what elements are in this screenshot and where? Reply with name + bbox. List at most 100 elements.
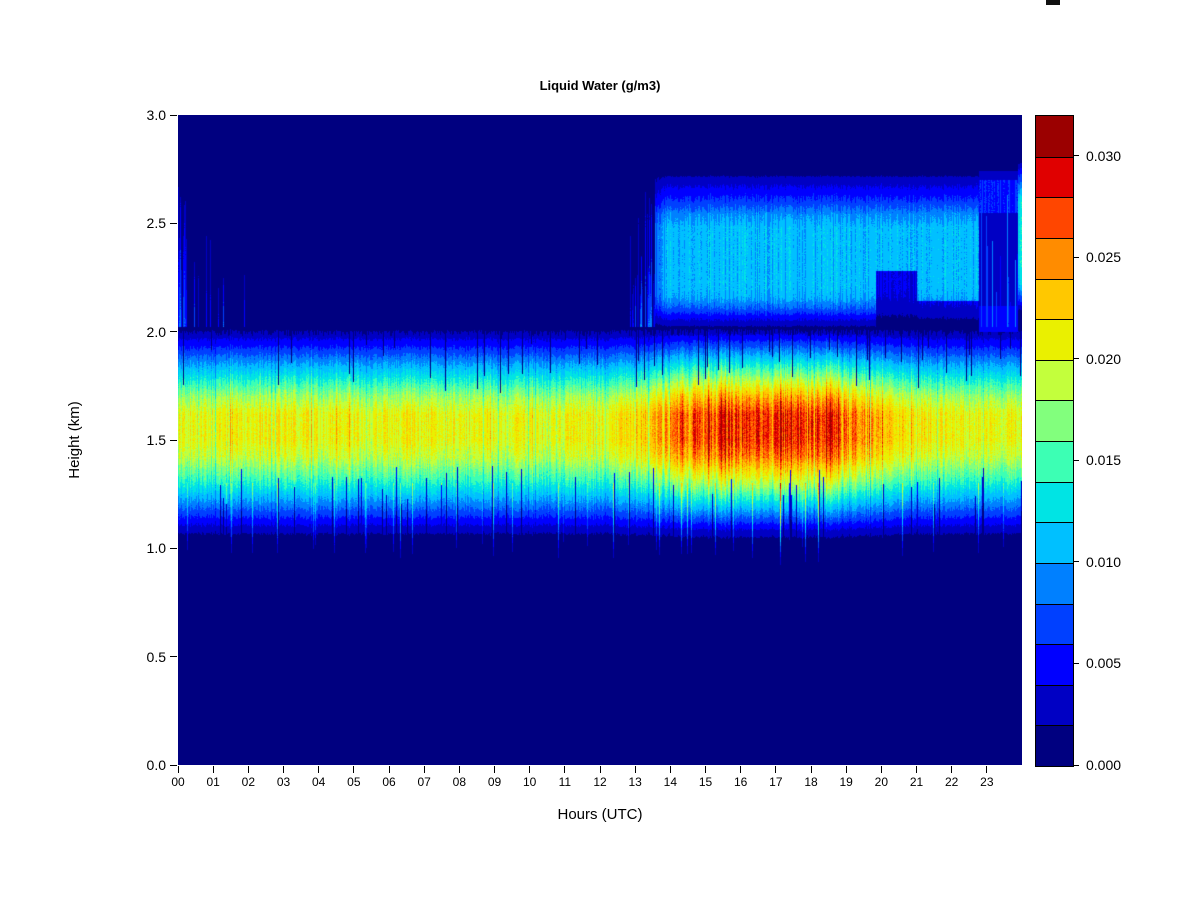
colorbar-segment-divider (1036, 481, 1073, 483)
x-axis-tick (283, 766, 284, 773)
x-axis-tick (388, 766, 390, 773)
x-axis-tick-label: 06 (382, 775, 396, 789)
colorbar-tick-label: 0.010 (1086, 553, 1122, 570)
y-axis-tick (170, 114, 177, 116)
colorbar-segment (1036, 197, 1073, 238)
colorbar-tick-label: 0.025 (1086, 249, 1122, 266)
colorbar-segment (1036, 562, 1073, 604)
x-axis-tick (212, 766, 214, 773)
y-axis-tick-label: 3.0 (146, 107, 166, 123)
colorbar-segment-divider (1036, 359, 1073, 361)
x-axis-tick (599, 766, 601, 773)
y-axis-tick-label: 1.5 (146, 432, 166, 448)
x-axis-tick (247, 766, 249, 773)
x-axis-tick-label: 23 (980, 775, 994, 789)
x-axis-tick (423, 766, 425, 773)
x-axis-tick (494, 766, 495, 773)
colorbar-segment (1036, 684, 1073, 726)
x-axis-tick (353, 766, 355, 773)
colorbar-segment (1036, 441, 1073, 482)
y-axis-tick-label: 1.0 (146, 540, 166, 557)
chart-title: Liquid Water (g/m3) (539, 78, 661, 93)
colorbar-tick (1073, 459, 1079, 461)
x-axis-tick (529, 766, 531, 773)
colorbar-segment-divider (1036, 603, 1073, 605)
x-axis-tick-label: 07 (417, 775, 431, 789)
window-artifact (1046, 0, 1060, 5)
colorbar-segment-divider (1036, 197, 1073, 199)
colorbar-segment (1036, 481, 1073, 523)
x-axis-tick-label: 14 (663, 775, 677, 789)
colorbar-segment-divider (1036, 562, 1073, 564)
x-axis-tick-label: 03 (276, 775, 291, 789)
colorbar-segment-divider (1036, 156, 1073, 158)
colorbar-segment (1036, 725, 1073, 766)
x-axis-tick (986, 766, 988, 773)
x-axis-tick-label: 15 (698, 775, 713, 789)
colorbar-tick (1073, 662, 1079, 664)
colorbar-segment (1036, 319, 1073, 360)
x-axis-tick (775, 766, 777, 773)
x-axis-tick-label: 00 (171, 775, 185, 789)
colorbar-segment-divider (1036, 684, 1073, 686)
colorbar-segment-divider (1036, 400, 1073, 402)
x-axis-tick-label: 02 (241, 775, 255, 789)
x-axis-tick-label: 21 (909, 775, 924, 789)
colorbar-tick-label: 0.015 (1086, 452, 1122, 469)
x-axis-tick (458, 766, 460, 773)
colorbar-segment-divider (1036, 644, 1073, 646)
y-axis-tick (170, 439, 177, 441)
colorbar-tick (1073, 256, 1079, 258)
colorbar-segment-divider (1036, 319, 1073, 321)
x-axis-tick-label: 13 (628, 775, 642, 789)
colorbar-segment (1036, 359, 1073, 401)
x-axis-tick-label: 05 (347, 775, 361, 789)
x-axis-tick (318, 766, 320, 773)
x-axis-tick-label: 08 (452, 775, 466, 789)
x-axis-tick (916, 766, 917, 773)
x-axis-tick-label: 11 (558, 775, 572, 789)
x-axis-tick (740, 766, 742, 773)
x-axis-tick-label: 04 (311, 775, 326, 789)
x-axis-tick-label: 09 (487, 775, 502, 789)
colorbar-tick-label: 0.030 (1086, 147, 1122, 164)
colorbar-segment-divider (1036, 522, 1073, 524)
colorbar-tick (1073, 561, 1079, 563)
heatmap-canvas (178, 115, 1022, 765)
colorbar-segment (1036, 603, 1073, 645)
y-axis-tick-label: 2.5 (146, 215, 166, 232)
colorbar-tick (1073, 358, 1079, 360)
colorbar-segment (1036, 522, 1073, 563)
colorbar-tick-label: 0.000 (1086, 757, 1122, 773)
x-axis-tick-label: 22 (944, 775, 959, 789)
colorbar-tick-label: 0.020 (1086, 350, 1122, 367)
x-axis-tick-label: 12 (593, 775, 607, 789)
colorbar-segment-divider (1036, 725, 1073, 727)
colorbar-segment (1036, 156, 1073, 198)
x-axis-tick (669, 766, 671, 773)
colorbar-segment (1036, 278, 1073, 320)
y-axis-tick-label: 0.5 (146, 648, 166, 665)
y-axis-tick (170, 656, 177, 658)
x-axis-tick (810, 766, 812, 773)
colorbar-tick (1073, 155, 1079, 157)
y-axis-tick (170, 222, 177, 224)
x-axis-title: Hours (UTC) (557, 806, 643, 823)
x-axis-tick (845, 766, 847, 773)
colorbar (1035, 115, 1074, 767)
colorbar-segment-divider (1036, 237, 1073, 239)
x-axis-tick (634, 766, 636, 773)
x-axis-tick-label: 18 (804, 775, 818, 789)
colorbar-segment-divider (1036, 278, 1073, 280)
x-axis-tick (951, 766, 953, 773)
x-axis-tick-label: 19 (839, 775, 853, 789)
y-axis-tick (170, 331, 177, 333)
x-axis-tick-label: 17 (769, 775, 783, 789)
x-axis-tick (880, 766, 882, 773)
x-axis-tick (564, 766, 566, 773)
colorbar-segment (1036, 116, 1073, 157)
y-axis-tick-label: 0.0 (146, 757, 166, 773)
x-axis-tick-label: 16 (733, 775, 748, 789)
x-axis-tick-label: 01 (206, 775, 220, 789)
